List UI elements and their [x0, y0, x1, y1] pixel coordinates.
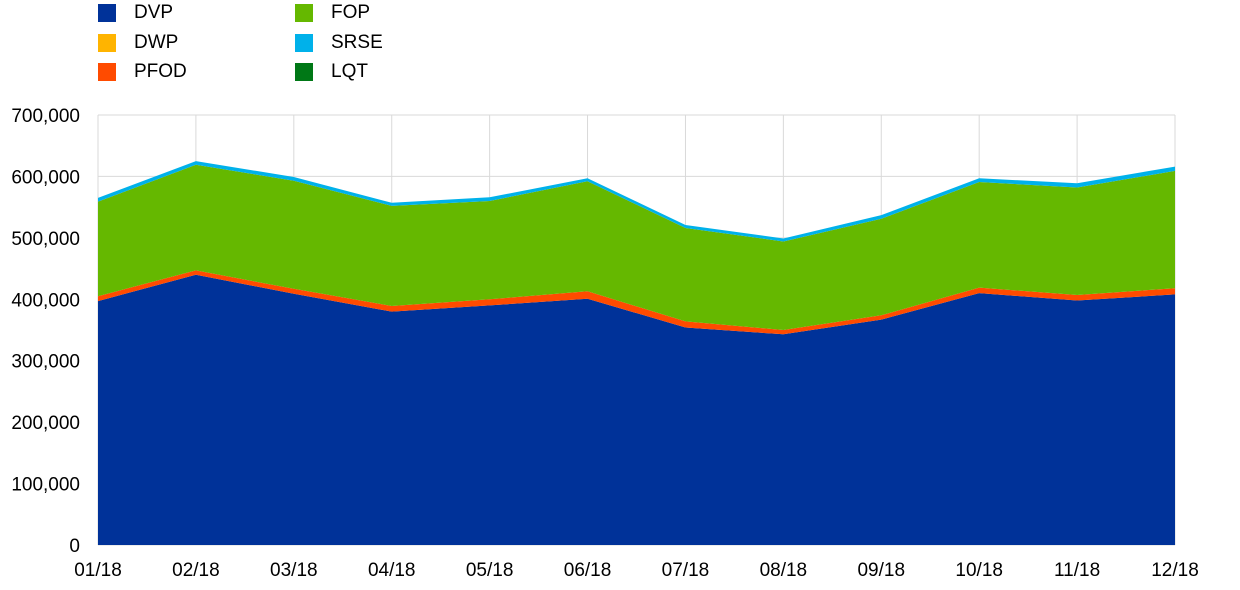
y-tick-label: 700,000 [11, 106, 80, 127]
area-dvp [98, 274, 1175, 545]
legend-label: DWP [134, 32, 179, 53]
legend-label: DVP [134, 2, 174, 23]
legend-item-srse: SRSE [295, 31, 383, 55]
legend-item-fop: FOP [295, 1, 370, 25]
y-tick-label: 400,000 [11, 290, 80, 311]
y-tick-label: 0 [69, 536, 80, 557]
legend-label: SRSE [331, 32, 383, 53]
y-tick-label: 200,000 [11, 413, 80, 434]
legend-label: PFOD [134, 61, 187, 82]
x-tick-label: 06/18 [564, 560, 612, 581]
legend-swatch [98, 4, 116, 22]
y-tick-label: 600,000 [11, 167, 80, 188]
legend-item-lqt: LQT [295, 60, 368, 84]
legend-label: FOP [331, 2, 371, 23]
x-tick-label: 10/18 [955, 560, 1003, 581]
legend-item-pfod: PFOD [98, 60, 187, 84]
legend-swatch [295, 4, 313, 22]
area-series [98, 161, 1175, 545]
legend-item-dvp: DVP [98, 1, 173, 25]
x-tick-label: 12/18 [1151, 560, 1199, 581]
axes: 0 100,000 200,000 300,000 400,000 500,000 600,… [11, 106, 1198, 581]
legend-swatch [295, 63, 313, 81]
x-tick-label: 03/18 [270, 560, 318, 581]
legend-item-dwp: DWP [98, 31, 178, 55]
legend: DVP DWP PFOD FOP SRSE LQT [0, 0, 1240, 90]
legend-swatch [295, 34, 313, 52]
x-tick-label: 11/18 [1054, 560, 1100, 581]
x-tick-label: 05/18 [466, 560, 514, 581]
x-tick-label: 07/18 [662, 560, 710, 581]
legend-swatch [98, 34, 116, 52]
legend-swatch [98, 63, 116, 81]
y-tick-label: 300,000 [11, 352, 80, 373]
y-tick-label: 100,000 [11, 475, 80, 496]
y-tick-label: 500,000 [11, 229, 80, 250]
x-tick-label: 09/18 [857, 560, 905, 581]
legend-label: LQT [331, 61, 368, 82]
x-tick-label: 01/18 [74, 560, 122, 581]
area-fop [98, 164, 1175, 330]
x-tick-label: 04/18 [368, 560, 416, 581]
x-tick-label: 08/18 [760, 560, 808, 581]
x-tick-label: 02/18 [172, 560, 220, 581]
